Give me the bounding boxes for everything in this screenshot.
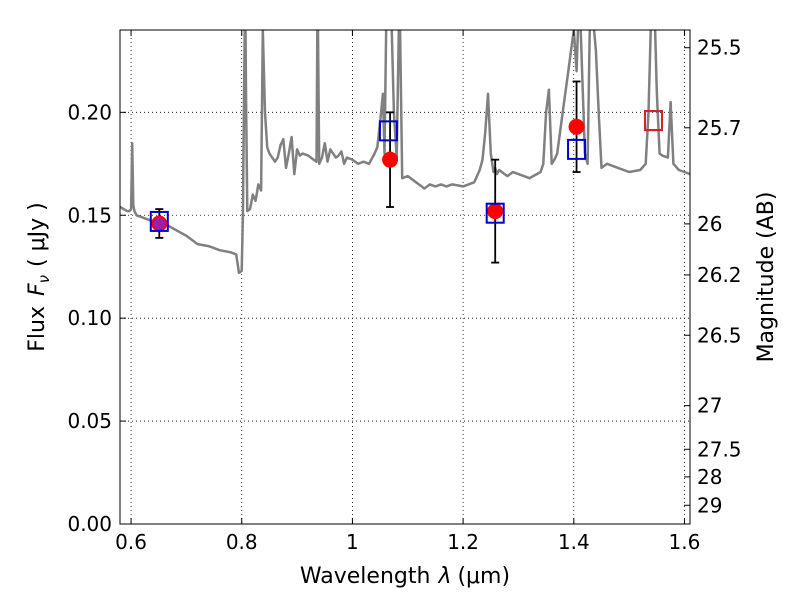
plot-data (120, 30, 690, 275)
x-tick-label: 1.2 (447, 530, 479, 554)
y2-tick-label: 28 (697, 465, 722, 489)
y2-tick-label: 26.5 (697, 323, 742, 347)
y2-axis-label: Magnitude (AB) (754, 192, 779, 363)
model-band-square (567, 138, 587, 160)
y-tick-label: 0.05 (67, 409, 112, 433)
y-tick-label: 0.20 (67, 100, 112, 124)
y2-tick-label: 26 (697, 212, 722, 236)
model-band-square (149, 210, 169, 232)
y2-tick-label: 27 (697, 394, 722, 418)
observed-flux-point (568, 118, 585, 135)
y2-tick-label: 26.2 (697, 263, 742, 287)
y2-tick-label: 29 (697, 493, 722, 517)
x-tick-label: 1.6 (669, 530, 701, 554)
y2-tick-label: 25.5 (697, 36, 742, 60)
observed-flux-point (487, 203, 504, 220)
x-axis-label: Wavelength λ (μm) (300, 564, 510, 589)
observed-flux-point (382, 151, 399, 168)
x-tick-label: 1.4 (558, 530, 590, 554)
model-band-square (378, 120, 398, 142)
y2-tick-label: 27.5 (697, 437, 742, 461)
y-tick-label: 0.15 (67, 203, 112, 227)
plot-background (120, 30, 690, 524)
overlap-dot (153, 217, 166, 230)
axes: 0.6 0.8 1 1.2 1.4 1.6 0.00 0.05 0.10 0.15 0.20 25.5… (67, 30, 742, 554)
y-tick-label: 0.00 (67, 512, 112, 536)
plot-markers (149, 80, 663, 264)
y2-tick-label: 25.7 (697, 116, 742, 140)
y-tick-label: 0.10 (67, 306, 112, 330)
model-band-square (643, 110, 663, 132)
x-tick-label: 0.6 (115, 530, 147, 554)
y-axis-label: FluxFν( μJy ) (25, 202, 53, 351)
plot-frame (119, 29, 691, 525)
x-tick-label: 1 (346, 530, 359, 554)
model-band-square (485, 202, 505, 224)
x-tick-label: 0.8 (226, 530, 258, 554)
model-spectrum-line (120, 30, 690, 275)
